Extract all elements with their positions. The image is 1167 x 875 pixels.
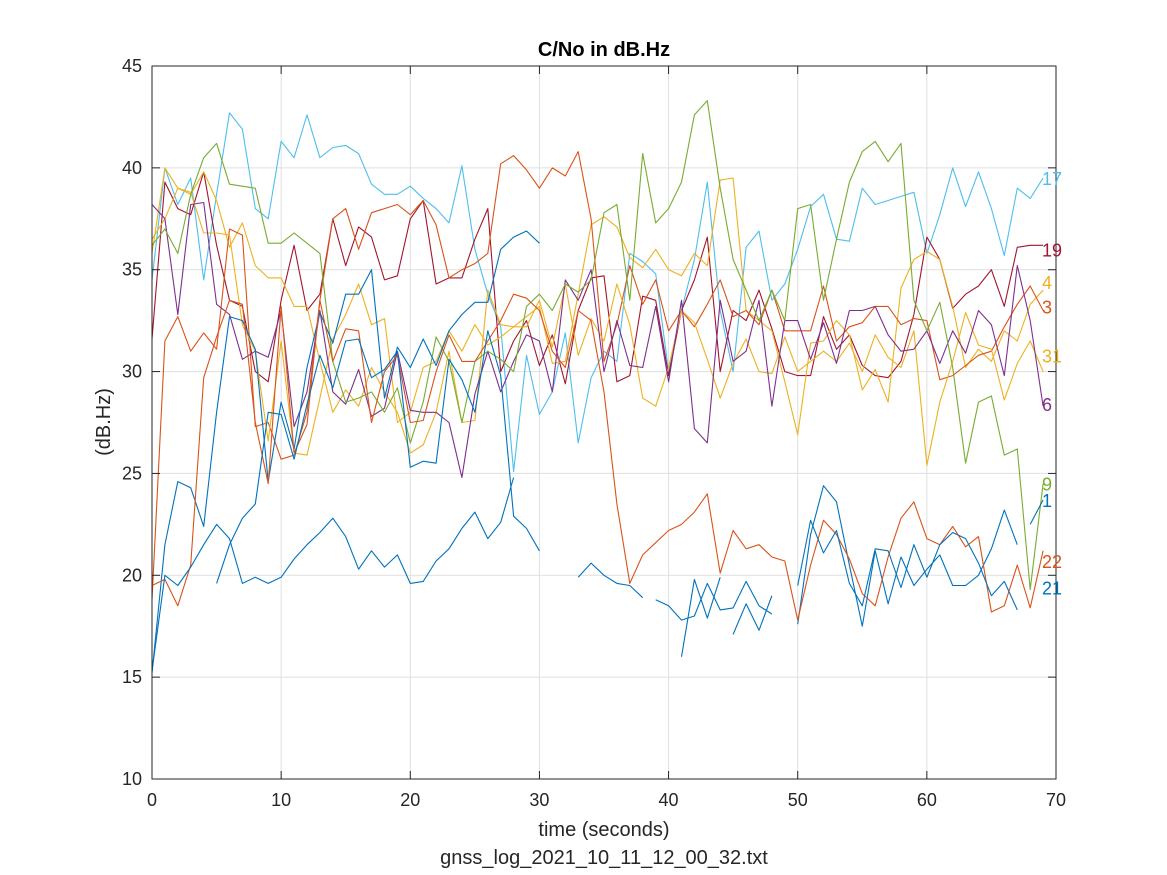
- series-end-label-4: 4: [1042, 273, 1052, 293]
- y-tick-label: 25: [122, 463, 142, 483]
- series-line-31: [151, 167, 1044, 466]
- chart-title: C/No in dB.Hz: [538, 39, 670, 61]
- x-tick-label: 50: [788, 790, 808, 810]
- series-end-label-17: 17: [1042, 169, 1062, 189]
- series-end-label-1: 1: [1042, 491, 1052, 511]
- series-line-4: [151, 171, 1044, 454]
- series-line-21: [151, 330, 1018, 672]
- series-end-labels: 17 19 4 3 31 6 91 22 21: [1042, 169, 1062, 598]
- series-lines: [151, 100, 1044, 674]
- y-tick-label: 35: [122, 260, 142, 280]
- x-axis-title: time (seconds): [538, 819, 669, 841]
- series-end-label-6: 6: [1042, 395, 1052, 415]
- y-axis-title: (dB.Hz): [93, 388, 115, 456]
- x-tick-label: 60: [917, 790, 937, 810]
- x-tick-label: 0: [147, 790, 157, 810]
- x-tick-label: 40: [659, 790, 679, 810]
- y-tick-label: 45: [122, 56, 142, 76]
- plot-frame: [151, 65, 1057, 780]
- series-end-label-19: 19: [1042, 240, 1062, 260]
- x-tick-label: 70: [1046, 790, 1066, 810]
- series-line-22: [151, 293, 1044, 621]
- x-tick-label: 20: [400, 790, 420, 810]
- series-line-19: [151, 171, 1044, 385]
- y-tick-label: 20: [122, 565, 142, 585]
- y-tick-label: 10: [122, 769, 142, 789]
- series-end-label-9: 9: [1042, 475, 1052, 495]
- y-tick-label: 15: [122, 667, 142, 687]
- y-tick-label: 30: [122, 362, 142, 382]
- series-line-9: [151, 100, 1044, 591]
- series-end-label-21: 21: [1042, 579, 1062, 599]
- series-end-label-31: 31: [1042, 346, 1062, 366]
- series-line-17: [151, 112, 1044, 472]
- x-tick-label: 10: [271, 790, 291, 810]
- y-tick-label: 40: [122, 158, 142, 178]
- series-end-label-22: 22: [1042, 552, 1062, 572]
- series-end-label-3: 3: [1042, 297, 1052, 317]
- x-tick-label: 30: [529, 790, 549, 810]
- chart-subtitle: gnss_log_2021_10_11_12_00_32.txt: [440, 847, 768, 869]
